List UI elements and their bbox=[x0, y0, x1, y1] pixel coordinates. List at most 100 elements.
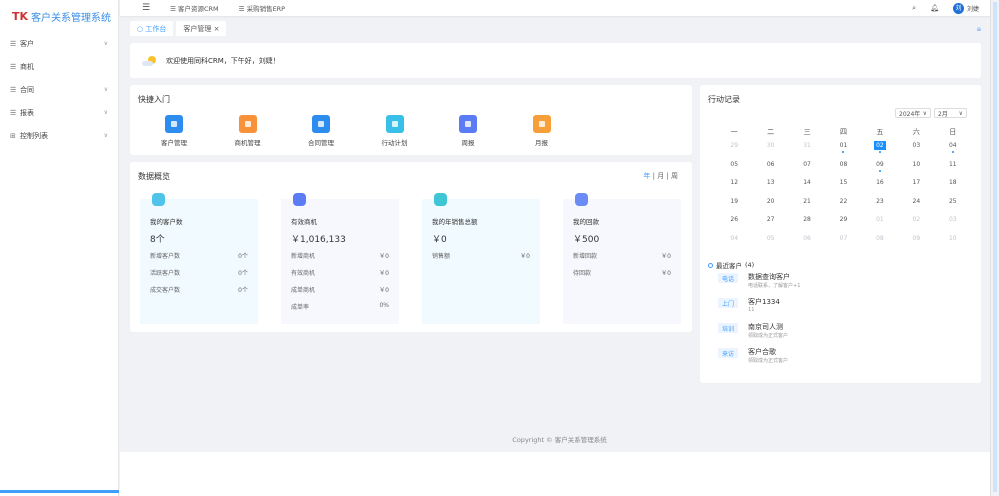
calendar-day[interactable]: 25 bbox=[935, 197, 971, 216]
calendar-day[interactable]: 07 bbox=[789, 160, 825, 179]
sidebar-item[interactable]: ☰ 合同 ∨ bbox=[0, 78, 118, 101]
icon-glyph bbox=[244, 121, 251, 127]
day-number: 10 bbox=[948, 234, 957, 242]
period-month[interactable]: 月 bbox=[657, 172, 665, 180]
recent-customer-item[interactable]: 来访 客户合歌 领取成为正式客户 bbox=[718, 347, 788, 364]
sidebar-item-label: 商机 bbox=[20, 62, 34, 71]
calendar-day[interactable]: 04 bbox=[935, 141, 971, 160]
nav-erp[interactable]: ☰ 采购销售ERP bbox=[238, 5, 286, 13]
calendar-day[interactable]: 11 bbox=[935, 160, 971, 179]
day-number: 09 bbox=[876, 160, 884, 168]
list-icon: ☰ bbox=[10, 39, 17, 48]
data-overview-card: 数据概览 年 | 月 | 周 我的客户数 8个 新增客户数 0个 活跃客户数 0个 成交客户… bbox=[130, 162, 692, 332]
calendar-day[interactable]: 12 bbox=[716, 178, 752, 197]
quick-entry-item[interactable]: 月报 bbox=[512, 115, 572, 147]
calendar-day[interactable]: 06 bbox=[752, 160, 788, 179]
calendar-day[interactable]: 24 bbox=[898, 197, 934, 216]
calendar-day[interactable]: 08 bbox=[825, 160, 861, 179]
calendar-day[interactable]: 17 bbox=[898, 178, 934, 197]
tab-workbench[interactable]: ○ 工作台 bbox=[130, 21, 174, 36]
bell-icon[interactable]: 🔔︎ bbox=[930, 4, 939, 12]
calendar-day[interactable]: 05 bbox=[716, 160, 752, 179]
recent-title-text: 最近客户 bbox=[716, 262, 742, 270]
calendar-day[interactable]: 04 bbox=[716, 234, 752, 253]
calendar-day[interactable]: 31 bbox=[789, 141, 825, 160]
icon-glyph bbox=[318, 121, 324, 127]
calendar-day[interactable]: 03 bbox=[898, 141, 934, 160]
calendar-day[interactable]: 01 bbox=[862, 215, 898, 234]
stat-row-label: 销售额 bbox=[432, 253, 451, 260]
stat-row: 成交客户数 0个 bbox=[150, 285, 248, 302]
recent-customers-title: 最近客户 (4) bbox=[708, 260, 754, 270]
calendar-day[interactable]: 29 bbox=[825, 215, 861, 234]
day-number: 23 bbox=[876, 197, 884, 205]
calendar-day[interactable]: 16 bbox=[862, 178, 898, 197]
year-select[interactable]: 2024年 ∨ bbox=[895, 108, 931, 118]
quick-entry-item[interactable]: 商机管理 bbox=[218, 115, 278, 147]
page-scrollbar[interactable] bbox=[990, 0, 999, 496]
calendar-day[interactable]: 05 bbox=[752, 234, 788, 253]
stat-icon bbox=[434, 193, 447, 206]
calendar-day[interactable]: 15 bbox=[825, 178, 861, 197]
calendar-day[interactable]: 09 bbox=[898, 234, 934, 253]
calendar-day[interactable]: 01 bbox=[825, 141, 861, 160]
calendar-day[interactable]: 14 bbox=[789, 178, 825, 197]
sidebar-item[interactable]: ☰ 客户 ∨ bbox=[0, 32, 118, 55]
calendar-day[interactable]: 18 bbox=[935, 178, 971, 197]
calendar-day[interactable]: 06 bbox=[789, 234, 825, 253]
calendar-day[interactable]: 08 bbox=[862, 234, 898, 253]
quick-entry-label: 行动计划 bbox=[381, 139, 408, 147]
sidebar-item[interactable]: ☰ 报表 ∨ bbox=[0, 101, 118, 124]
calendar-day[interactable]: 02 bbox=[898, 215, 934, 234]
month-select[interactable]: 2月 ∨ bbox=[934, 108, 967, 118]
user-menu[interactable]: 刘 刘婕 bbox=[952, 2, 979, 14]
calendar-day[interactable]: 13 bbox=[752, 178, 788, 197]
calendar-day[interactable]: 09 bbox=[862, 160, 898, 179]
calendar-day[interactable]: 07 bbox=[825, 234, 861, 253]
stat-icon bbox=[152, 193, 165, 206]
calendar-day[interactable]: 02 bbox=[862, 141, 898, 160]
calendar-day[interactable]: 27 bbox=[752, 215, 788, 234]
search-icon[interactable]: ⌕ bbox=[912, 3, 917, 12]
stat-row-value: ￥0 bbox=[520, 253, 530, 260]
period-week[interactable]: 周 bbox=[671, 172, 678, 180]
calendar-day[interactable]: 22 bbox=[825, 197, 861, 216]
recent-customer-item[interactable]: 上门 客户1334 11 bbox=[718, 297, 780, 313]
quick-entry-item[interactable]: 客户管理 bbox=[144, 115, 204, 147]
menu-fold-icon[interactable]: ☰ bbox=[142, 3, 151, 13]
recent-customer-item[interactable]: 培训 南京司人测 领取成为正式客户 bbox=[718, 322, 788, 339]
calendar-day[interactable]: 26 bbox=[716, 215, 752, 234]
period-year[interactable]: 年 bbox=[643, 172, 651, 180]
calendar-day[interactable]: 03 bbox=[935, 215, 971, 234]
quick-entry-item[interactable]: 行动计划 bbox=[365, 115, 425, 147]
quick-entry-item[interactable]: 周报 bbox=[438, 115, 498, 147]
customer-note: 11 bbox=[748, 307, 755, 313]
close-icon[interactable]: × bbox=[213, 24, 220, 33]
icon-glyph bbox=[391, 121, 398, 127]
day-number: 31 bbox=[803, 142, 811, 149]
calendar-day[interactable]: 10 bbox=[898, 160, 934, 179]
calendar-day[interactable]: 20 bbox=[752, 197, 788, 216]
stat-row: 销售额 ￥0 bbox=[432, 251, 530, 268]
calendar-day[interactable]: 10 bbox=[935, 234, 971, 253]
quick-entry-icon bbox=[238, 115, 257, 133]
sidebar-item-label: 合同 bbox=[20, 85, 34, 94]
calendar-day[interactable]: 30 bbox=[752, 141, 788, 160]
calendar-day[interactable]: 23 bbox=[862, 197, 898, 216]
welcome-card: 欢迎使用同科CRM，下午好，刘婕！ bbox=[130, 43, 981, 78]
quick-entry-item[interactable]: 合同管理 bbox=[291, 115, 351, 147]
lock-icon[interactable]: 🔒︎ bbox=[976, 24, 981, 33]
tab-customer-management[interactable]: 客户管理 × bbox=[176, 21, 227, 36]
sidebar-item[interactable]: ⊞ 控制列表 ∨ bbox=[0, 124, 118, 147]
sidebar-scrollbar[interactable] bbox=[0, 490, 119, 493]
calendar-day[interactable]: 19 bbox=[716, 197, 752, 216]
chevron-down-icon: ∨ bbox=[958, 109, 963, 117]
calendar: 一 二 三 四 五 六 日 29 30 31 01 02 03 04 05 06 07 08 09 10 11 12 13 1… bbox=[716, 127, 971, 252]
quick-entry-title: 快捷入门 bbox=[138, 95, 170, 104]
recent-customer-item[interactable]: 电话 数据查询客户 电话联系，了解客户+1 bbox=[718, 272, 800, 289]
calendar-day[interactable]: 29 bbox=[716, 141, 752, 160]
nav-crm[interactable]: ☰ 客户资源CRM bbox=[170, 5, 219, 13]
calendar-day[interactable]: 28 bbox=[789, 215, 825, 234]
calendar-day[interactable]: 21 bbox=[789, 197, 825, 216]
sidebar-item[interactable]: ☰ 商机 bbox=[0, 55, 118, 78]
